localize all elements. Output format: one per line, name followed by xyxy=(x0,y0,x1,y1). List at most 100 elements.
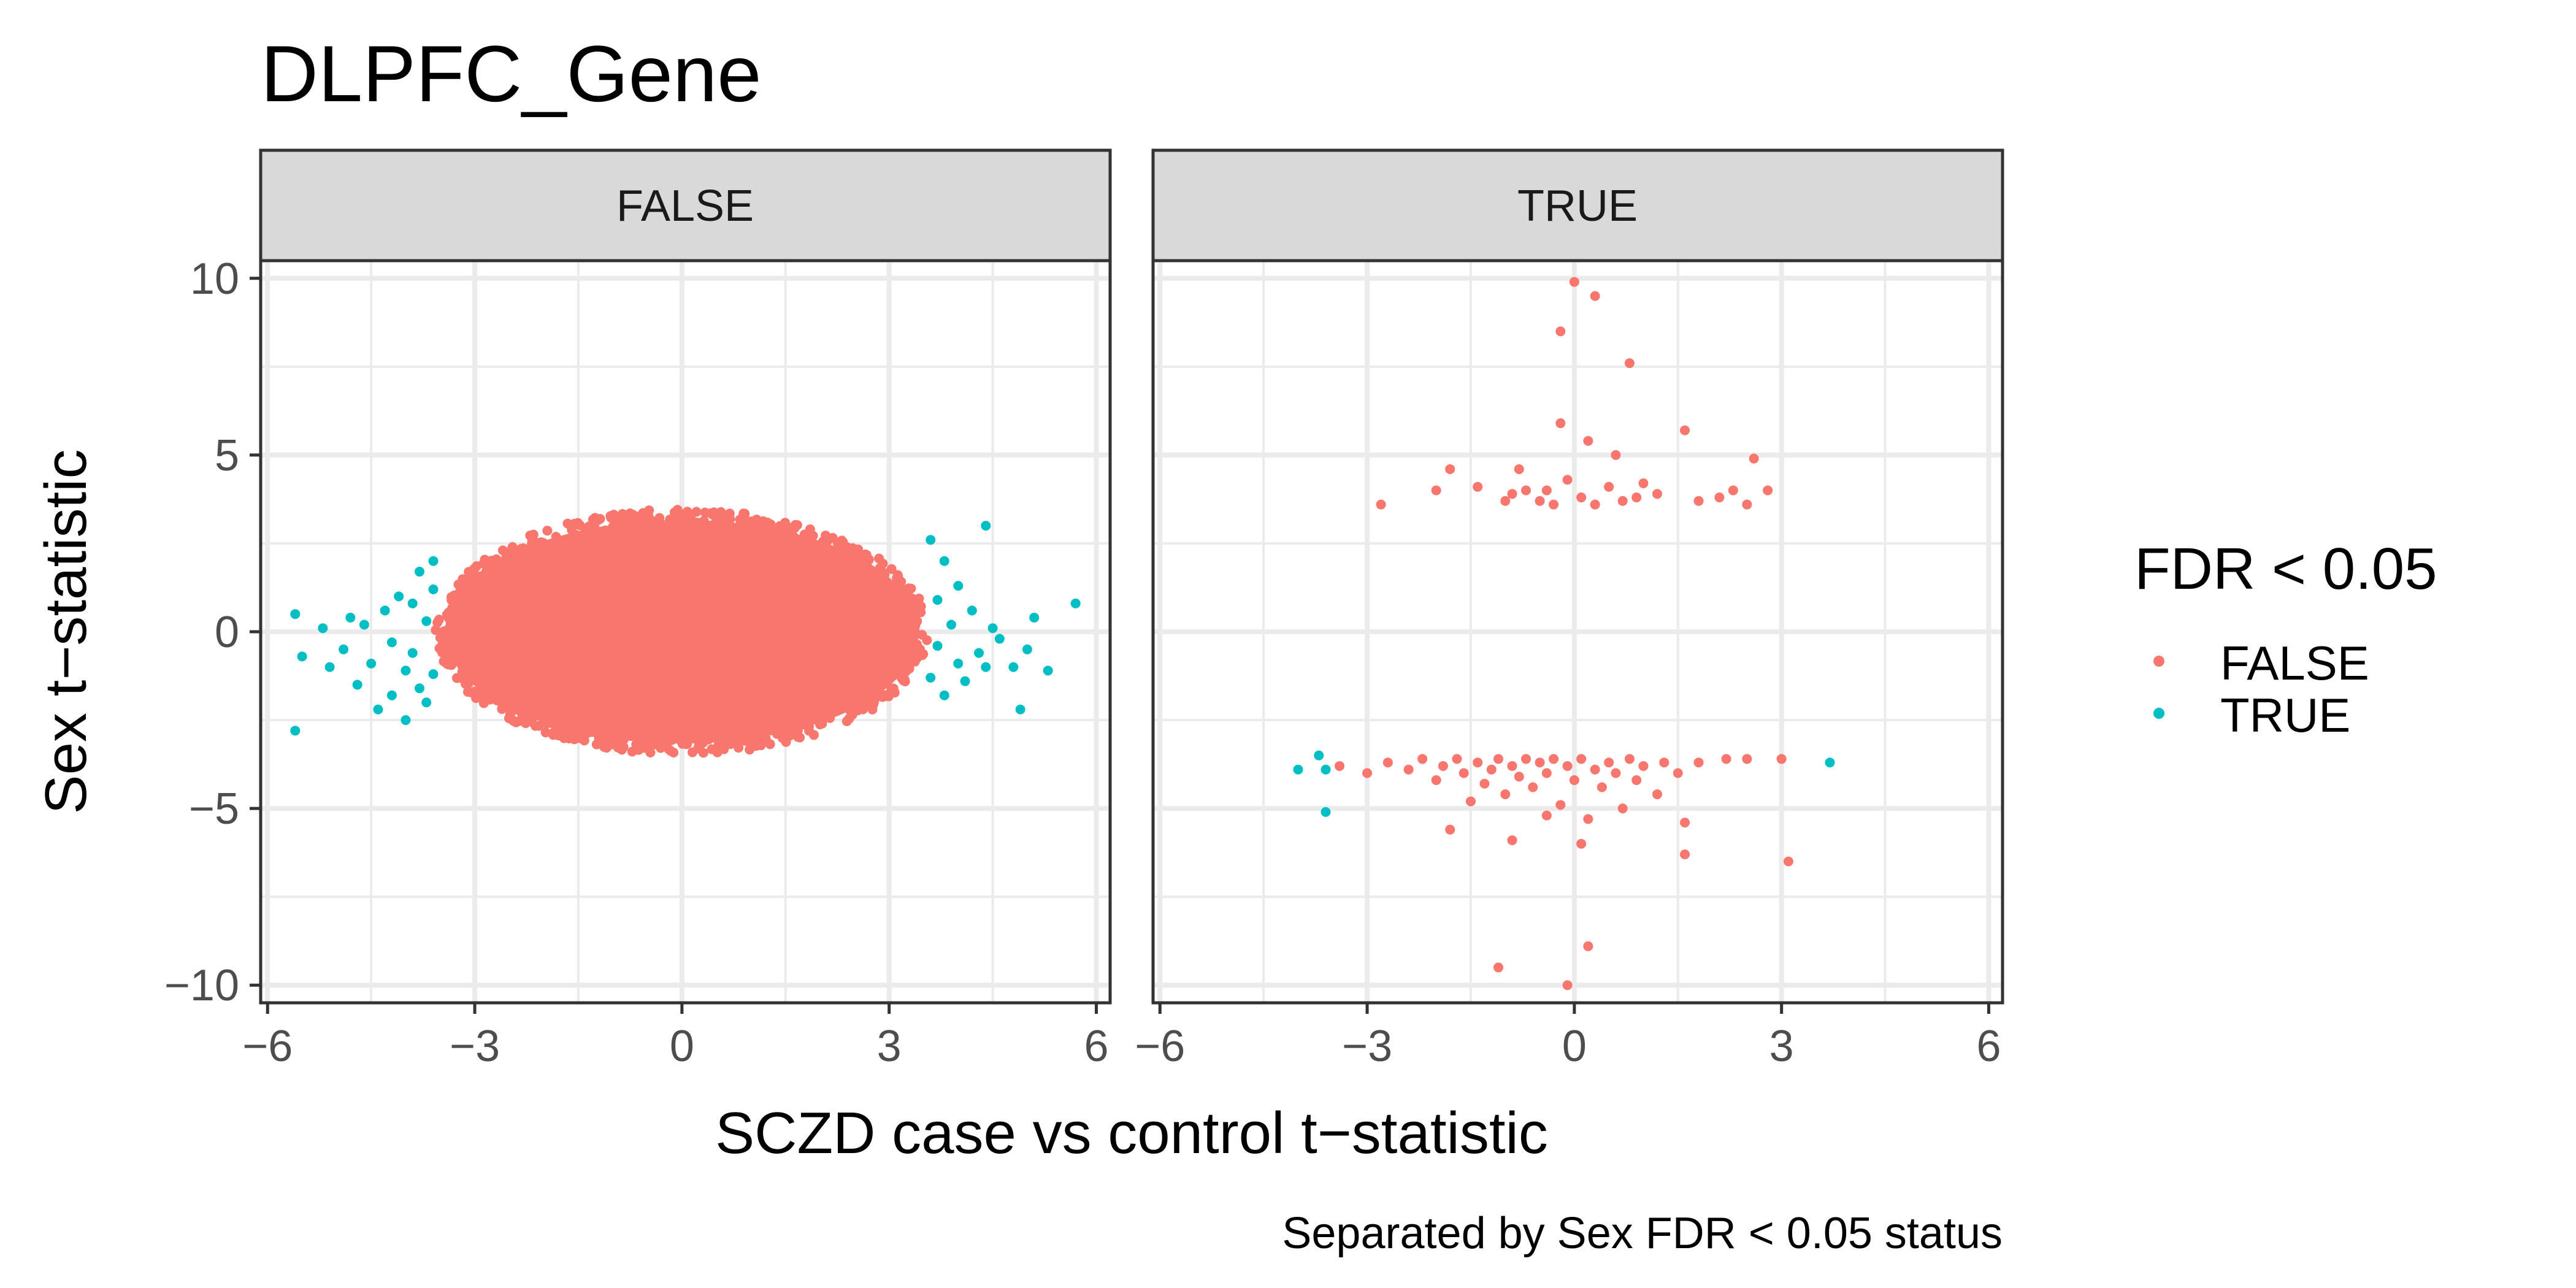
x-tick-label: 3 xyxy=(877,1022,902,1071)
data-point-false xyxy=(1528,782,1538,792)
data-point-false xyxy=(1549,499,1559,510)
data-point xyxy=(491,695,502,705)
data-point-true xyxy=(297,651,307,662)
data-point-false xyxy=(1624,754,1635,764)
data-point-false xyxy=(1631,493,1642,503)
panel-true: TRUE xyxy=(1151,148,2004,1005)
data-point xyxy=(464,654,474,664)
data-point xyxy=(644,505,654,516)
data-point-true xyxy=(359,619,369,630)
data-point xyxy=(567,524,577,535)
data-point-false xyxy=(1555,800,1566,810)
data-point-true xyxy=(352,680,362,690)
data-point-true xyxy=(428,669,439,680)
data-point-true xyxy=(394,591,404,602)
grid-panel-true xyxy=(1153,261,2003,1003)
data-point-false xyxy=(1493,962,1504,973)
data-point xyxy=(909,595,919,605)
data-point xyxy=(451,673,462,683)
data-point-false xyxy=(1680,818,1690,828)
data-point xyxy=(899,627,910,637)
data-point-false xyxy=(1604,481,1614,492)
strip-background-false xyxy=(259,148,1112,263)
data-point-false xyxy=(1549,754,1559,764)
data-point xyxy=(902,601,913,611)
data-point xyxy=(900,666,911,677)
data-point-true xyxy=(421,697,432,708)
data-point-true xyxy=(324,662,335,672)
data-point-true xyxy=(1008,662,1019,672)
data-point xyxy=(749,739,759,749)
data-point-false xyxy=(1438,761,1448,771)
data-point xyxy=(609,729,619,740)
data-point-false xyxy=(1555,326,1566,337)
data-point-false xyxy=(1445,824,1455,835)
data-point-false xyxy=(1583,435,1593,446)
data-point-false xyxy=(1541,810,1552,821)
data-point xyxy=(551,532,561,542)
data-point-false xyxy=(1493,754,1504,764)
data-point-false xyxy=(1507,761,1517,771)
data-point xyxy=(857,551,867,561)
data-point-false xyxy=(1507,489,1517,499)
data-point xyxy=(439,635,450,645)
data-point xyxy=(654,513,665,523)
data-point xyxy=(699,516,709,526)
data-point-true xyxy=(414,683,424,694)
data-point-true xyxy=(987,623,998,634)
data-point xyxy=(542,526,553,536)
data-point-false xyxy=(1535,757,1545,768)
data-point-true xyxy=(981,521,991,531)
panel-false: FALSE xyxy=(259,148,1112,1005)
data-point xyxy=(904,634,914,645)
data-point-true xyxy=(1029,612,1040,623)
data-point-true xyxy=(407,598,418,608)
data-point-false xyxy=(1521,485,1531,496)
data-point-false xyxy=(1659,757,1669,768)
data-point-false xyxy=(1445,464,1455,474)
data-point-false xyxy=(1624,358,1635,369)
data-point-false xyxy=(1680,425,1690,435)
data-point-true xyxy=(421,616,432,626)
data-point xyxy=(504,713,514,724)
legend-key-true xyxy=(2153,708,2164,719)
data-point-false xyxy=(1576,838,1587,849)
points-panel-false xyxy=(290,505,1081,758)
data-point xyxy=(543,718,553,729)
data-point xyxy=(591,739,602,749)
data-point-false xyxy=(1576,754,1587,764)
data-point-false xyxy=(1362,768,1373,778)
data-point xyxy=(799,529,810,540)
data-point-false xyxy=(1652,489,1662,499)
data-point xyxy=(608,521,618,532)
data-point xyxy=(861,562,872,572)
x-tick-label: −6 xyxy=(242,1022,293,1071)
data-point-false xyxy=(1611,768,1621,778)
data-point xyxy=(878,692,888,702)
data-point-true xyxy=(366,658,377,669)
data-point xyxy=(721,733,732,743)
data-point-true xyxy=(428,556,439,566)
data-point xyxy=(892,643,903,653)
data-point-false xyxy=(1452,754,1462,764)
data-point-true xyxy=(960,676,970,686)
data-point-false xyxy=(1652,789,1662,800)
data-point xyxy=(742,518,753,528)
data-point-false xyxy=(1541,768,1552,778)
data-point xyxy=(815,718,825,728)
data-point-false xyxy=(1486,764,1497,775)
data-point-false xyxy=(1403,764,1414,775)
data-point-false xyxy=(1431,485,1441,496)
data-point xyxy=(896,583,907,593)
data-point xyxy=(502,551,513,561)
data-point xyxy=(667,735,677,745)
data-point xyxy=(485,560,495,570)
data-point xyxy=(906,583,916,594)
data-point xyxy=(910,611,921,622)
data-point xyxy=(474,580,485,590)
data-point-false xyxy=(1728,485,1738,496)
data-point xyxy=(504,559,514,569)
data-point-false xyxy=(1576,493,1587,503)
data-point-false xyxy=(1617,496,1628,506)
data-point xyxy=(442,659,453,669)
